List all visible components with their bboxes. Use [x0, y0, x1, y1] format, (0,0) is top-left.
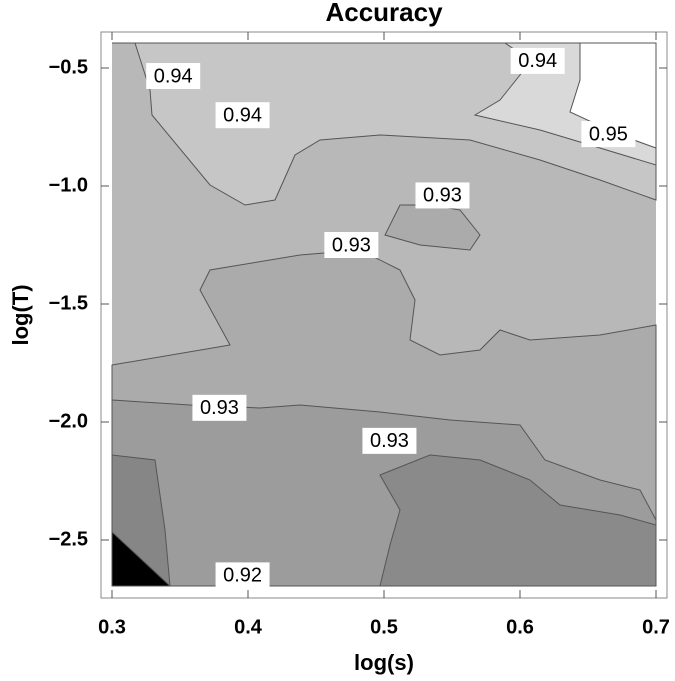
y-tick-label: −0.5 — [49, 56, 88, 78]
contour-label: 0.92 — [223, 565, 262, 587]
x-tick-label: 0.6 — [506, 616, 534, 638]
contour-label: 0.94 — [223, 104, 262, 126]
contour-label-box — [192, 394, 247, 421]
chart-title: Accuracy — [325, 0, 443, 27]
region — [111, 530, 172, 587]
contour-label: 0.93 — [332, 234, 371, 256]
x-tick-label: 0.5 — [370, 616, 398, 638]
contour-label-box — [581, 121, 636, 148]
contour-label-box — [215, 562, 270, 589]
contour-label-box — [215, 102, 270, 129]
region — [379, 454, 657, 587]
contour-label: 0.95 — [589, 123, 628, 145]
contour-label: 0.93 — [200, 397, 239, 419]
x-tick-label: 0.7 — [642, 616, 670, 638]
y-tick-label: −1.5 — [49, 292, 88, 314]
x-tick-label: 0.4 — [234, 616, 263, 638]
contour-regions — [111, 42, 657, 587]
contour-label-box — [324, 232, 379, 259]
y-tick-label: −2.0 — [49, 410, 88, 432]
y-axis-label: log(T) — [8, 284, 33, 345]
contour-label-box — [362, 427, 417, 454]
y-tick-label: −2.5 — [49, 528, 88, 550]
contour-label-box — [510, 47, 565, 74]
contour-label-box — [146, 63, 201, 90]
contour-label: 0.93 — [370, 430, 409, 452]
contour-label: 0.94 — [154, 65, 193, 87]
contour-label: 0.94 — [518, 50, 557, 72]
contour-label: 0.93 — [423, 185, 462, 207]
x-axis-label: log(s) — [354, 650, 414, 675]
y-tick-label: −1.0 — [49, 174, 88, 196]
contour-label-box — [415, 182, 470, 209]
x-tick-label: 0.3 — [98, 616, 126, 638]
